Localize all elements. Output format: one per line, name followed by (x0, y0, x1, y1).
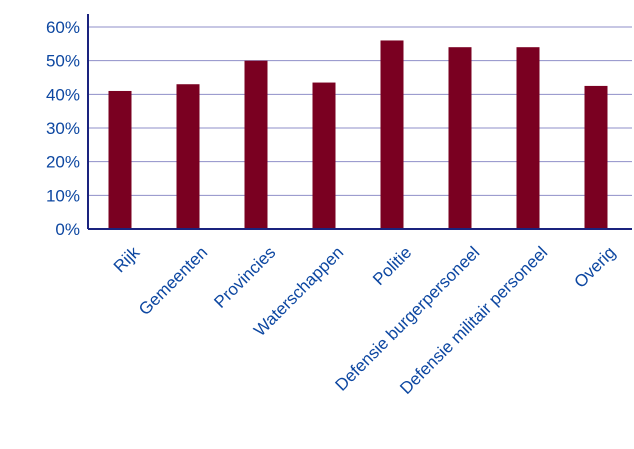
x-tick-label: Provincies (210, 243, 279, 312)
bar-overig (584, 85, 608, 230)
y-tick-label: 0% (55, 220, 80, 239)
x-tick-label: Defensie militair personeel (396, 243, 551, 398)
x-tick-label: Overig (570, 243, 619, 292)
bar-politie (380, 40, 404, 229)
y-tick-label: 30% (46, 119, 80, 138)
bar-waterschappen (312, 82, 336, 229)
bar-defensie-burgerpersoneel (448, 47, 472, 230)
bar-defensie-militair-personeel (516, 47, 540, 230)
x-tick-label: Rijk (110, 243, 144, 277)
bar-rijk (108, 90, 132, 229)
x-tick-label: Defensie burgerpersoneel (332, 243, 484, 395)
bar-gemeenten (176, 84, 200, 229)
gridlines (88, 26, 632, 196)
bars (108, 40, 608, 230)
y-tick-label: 40% (46, 85, 80, 104)
y-tick-label: 60% (46, 18, 80, 37)
x-tick-label: Politie (369, 243, 415, 289)
axes (87, 14, 632, 230)
y-tick-label: 10% (46, 186, 80, 205)
x-tick-label: Gemeenten (135, 243, 211, 319)
y-tick-labels: 0% 10% 20% 30% 40% 50% 60% (46, 18, 80, 239)
bar-provincies (244, 60, 268, 229)
y-tick-label: 50% (46, 52, 80, 71)
y-tick-label: 20% (46, 153, 80, 172)
